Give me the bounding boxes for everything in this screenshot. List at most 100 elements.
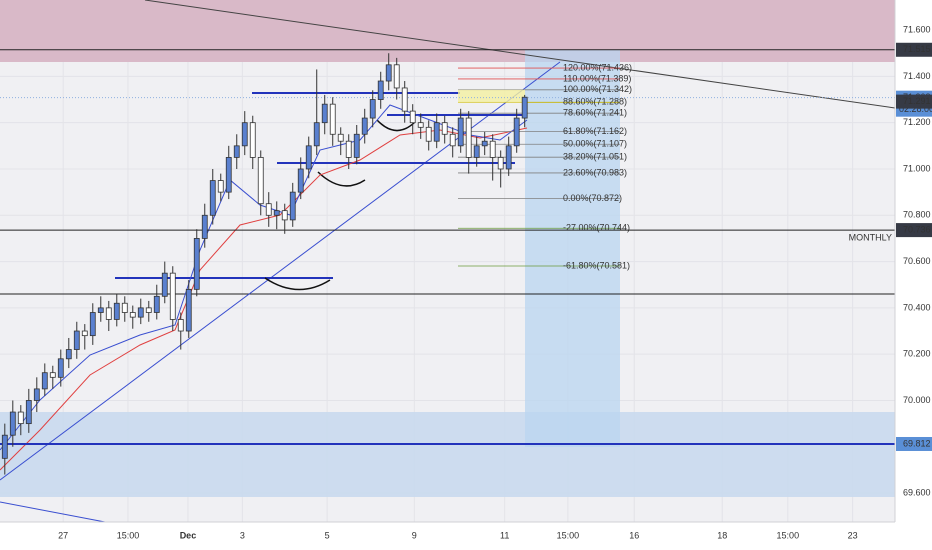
candle-body <box>425 126 432 142</box>
candle-body <box>441 122 448 135</box>
candle-body <box>81 330 88 337</box>
x-tick-label: 15:00 <box>557 530 580 540</box>
candle-body <box>153 295 160 313</box>
trend-line <box>144 0 896 109</box>
price-marker <box>896 42 932 57</box>
candle-body <box>25 400 32 425</box>
arc <box>317 171 366 187</box>
x-tick-label: 9 <box>412 530 417 540</box>
candle-body <box>393 64 400 89</box>
candle-body <box>177 319 184 332</box>
x-tick-label: 11 <box>500 530 509 540</box>
candle-body <box>337 133 344 142</box>
y-tick-label: 70.600 <box>903 256 931 266</box>
candle-body <box>321 103 328 124</box>
candle-body <box>353 133 360 158</box>
candle-body <box>361 117 368 135</box>
fib-zone <box>458 89 525 103</box>
candle-body <box>41 372 48 390</box>
candle-body <box>145 307 152 313</box>
x-tick-label: 27 <box>58 530 68 540</box>
y-tick-label: 70.400 <box>903 302 931 312</box>
candle-body <box>65 349 72 360</box>
trend-line <box>0 501 106 523</box>
y-tick-label: 70.800 <box>903 210 931 220</box>
candle-body <box>385 64 392 82</box>
countdown: 02:28:00 <box>899 104 932 114</box>
price-marker-label: 71.515 <box>903 44 931 54</box>
x-tick-label: Dec <box>180 530 197 540</box>
x-tick-label: 5 <box>325 530 330 540</box>
candle-body <box>137 307 144 318</box>
price-marker <box>896 223 932 238</box>
candle-body <box>201 214 208 239</box>
y-tick-label: 70.200 <box>903 349 931 359</box>
price-axis <box>895 0 932 550</box>
candle-body <box>457 117 464 147</box>
candle-body <box>113 302 120 320</box>
candle-body <box>89 312 96 337</box>
y-tick-label: 70.000 <box>903 395 931 405</box>
fib-label: 110.00%(71.389) <box>563 73 631 83</box>
moving-average <box>0 104 528 451</box>
candle-body <box>513 117 520 147</box>
candle-body <box>489 140 496 158</box>
candles <box>1 53 528 475</box>
y-tick-label: 71.600 <box>903 24 931 34</box>
candle-body <box>433 122 440 142</box>
candle-body <box>409 110 416 124</box>
candle-body <box>417 122 424 128</box>
candle-body <box>161 272 168 297</box>
moving-average <box>0 127 528 471</box>
price-marker-label: 69.812 <box>903 438 931 448</box>
candle-body <box>17 411 24 425</box>
candle-body <box>193 238 200 290</box>
y-tick-label: 71.000 <box>903 163 931 173</box>
candle-body <box>521 96 528 119</box>
candle-body <box>225 157 232 193</box>
fib-label: 100.00%(71.342) <box>563 84 632 94</box>
candle-body <box>249 122 256 158</box>
level-label: MONTHLY <box>849 232 892 242</box>
fib-label: 61.80%(71.162) <box>563 126 627 136</box>
candle-body <box>257 157 264 205</box>
candle-body <box>57 358 64 378</box>
candle-body <box>121 302 128 313</box>
candle-body <box>1 434 8 459</box>
candle-body <box>185 288 192 332</box>
x-tick-label: 3 <box>240 530 245 540</box>
time-axis <box>0 522 932 550</box>
fib-label: 88.60%(71.288) <box>563 97 627 107</box>
fib-label: 50.00%(71.107) <box>563 139 627 149</box>
demand-zone <box>0 412 895 497</box>
fib-label: 23.60%(70.983) <box>563 167 627 177</box>
y-tick-label: 71.400 <box>903 71 931 81</box>
candle-body <box>97 307 104 313</box>
price-marker-label: 70.736 <box>903 224 931 234</box>
fib-label: 38.20%(71.051) <box>563 152 627 162</box>
candle-body <box>73 330 80 350</box>
candle-body <box>369 99 376 119</box>
candle-body <box>129 312 136 318</box>
y-tick-label: 69.600 <box>903 487 931 497</box>
price-marker <box>896 436 932 451</box>
arc <box>264 277 331 291</box>
candle-body <box>305 145 312 170</box>
candle-body <box>105 307 112 320</box>
candle-body <box>241 122 248 147</box>
candle-body <box>273 210 280 216</box>
x-tick-label: 18 <box>717 530 727 540</box>
candle-body <box>169 272 176 320</box>
supply-zone <box>0 0 895 62</box>
candle-body <box>345 140 352 158</box>
candle-body <box>473 145 480 158</box>
y-tick-label: 71.200 <box>903 117 931 127</box>
candle-body <box>33 388 40 401</box>
candle-body <box>209 180 216 216</box>
fibonacci: 120.00%(71.436)110.00%(71.389)100.00%(71… <box>0 49 895 445</box>
candle-body <box>281 210 288 221</box>
position-box <box>525 50 620 447</box>
candle-body <box>313 122 320 147</box>
x-tick-label: 16 <box>629 530 639 540</box>
